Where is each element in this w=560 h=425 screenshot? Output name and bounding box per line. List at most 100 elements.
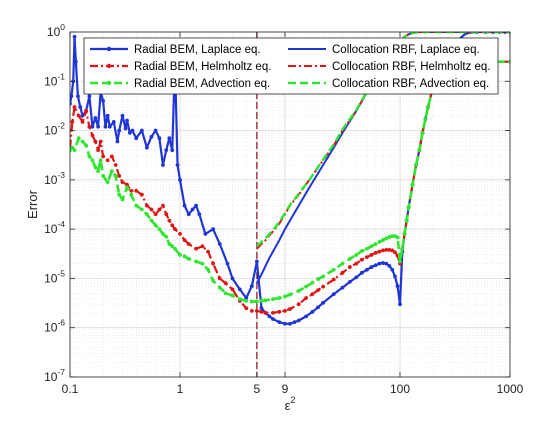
data-point xyxy=(237,297,242,302)
data-point xyxy=(93,139,98,144)
data-point xyxy=(347,256,352,261)
data-point xyxy=(244,298,249,303)
data-point xyxy=(271,317,275,321)
data-point xyxy=(420,130,425,135)
data-point xyxy=(340,285,345,290)
axes: 0.1 1 5 9 100 1000 10-7 10-6 10-5 10-4 10-3 10-2 10-… xyxy=(25,22,524,413)
data-point xyxy=(93,116,98,120)
data-point xyxy=(134,203,139,208)
y-tick-label: 10-2 xyxy=(44,121,65,138)
data-point xyxy=(237,287,242,292)
data-point xyxy=(426,105,430,109)
data-point xyxy=(167,136,172,141)
data-point xyxy=(359,270,364,275)
data-point xyxy=(340,270,345,275)
series-line xyxy=(70,60,510,303)
data-point xyxy=(387,263,392,268)
data-point xyxy=(186,256,191,261)
data-point xyxy=(96,148,100,153)
data-point xyxy=(249,284,254,288)
data-point xyxy=(153,212,158,217)
legend-label: Collocation RBF, Laplace eq. xyxy=(332,44,480,56)
data-point xyxy=(225,261,230,266)
data-point xyxy=(120,197,125,202)
data-point xyxy=(288,307,292,311)
data-point xyxy=(113,174,118,178)
data-point xyxy=(288,292,292,297)
data-point xyxy=(223,281,228,286)
data-point xyxy=(288,321,292,326)
y-tick-label: 10-4 xyxy=(44,219,65,236)
data-point xyxy=(402,232,407,236)
series-line xyxy=(70,60,510,314)
data-point xyxy=(123,126,128,131)
data-point xyxy=(72,105,77,109)
data-point xyxy=(70,145,75,150)
data-point xyxy=(377,240,382,244)
data-point xyxy=(167,218,172,223)
data-point xyxy=(259,309,264,314)
data-point xyxy=(254,259,259,264)
data-point xyxy=(384,247,389,252)
plot-frame xyxy=(69,31,511,378)
data-point xyxy=(373,263,378,268)
data-point xyxy=(387,235,392,239)
legend-label: Radial BEM, Laplace eq. xyxy=(134,44,261,56)
data-point xyxy=(98,158,103,163)
legend-entry: Collocation RBF, Laplace eq. xyxy=(288,44,480,56)
data-point xyxy=(129,188,134,193)
data-point xyxy=(304,296,308,300)
data-point xyxy=(139,192,144,197)
data-point xyxy=(76,94,80,99)
data-point xyxy=(107,124,112,129)
data-point xyxy=(167,242,172,246)
legend-entry: Radial BEM, Laplace eq. xyxy=(90,44,261,56)
data-point xyxy=(70,119,75,124)
legend-label: Radial BEM, Helmholtz eq. xyxy=(134,61,271,73)
data-point xyxy=(390,267,395,272)
data-point xyxy=(254,308,259,313)
legend-entry: Collocation RBF, Advection eq. xyxy=(288,78,489,90)
data-point xyxy=(254,299,259,304)
data-point xyxy=(377,261,382,266)
data-point xyxy=(149,207,154,212)
data-point xyxy=(144,145,149,150)
data-point xyxy=(395,235,400,240)
data-point xyxy=(230,276,235,281)
data-point xyxy=(381,238,385,242)
data-point xyxy=(223,291,228,296)
data-point xyxy=(331,277,336,282)
series-line xyxy=(256,32,510,248)
data-point xyxy=(271,297,275,302)
data-point xyxy=(170,148,175,153)
data-point xyxy=(101,174,106,178)
data-point xyxy=(105,180,110,185)
data-point xyxy=(76,136,81,141)
data-point xyxy=(157,227,162,232)
data-point xyxy=(149,218,154,223)
data-point xyxy=(173,227,177,232)
data-point xyxy=(369,253,374,257)
data-point xyxy=(164,212,169,217)
data-point xyxy=(423,117,428,122)
data-point xyxy=(109,169,114,174)
data-point xyxy=(161,232,165,236)
data-point xyxy=(78,105,83,109)
data-point xyxy=(377,249,382,254)
data-point xyxy=(400,246,405,251)
data-point xyxy=(310,280,315,285)
data-point xyxy=(139,128,144,133)
data-point xyxy=(190,207,195,212)
data-point xyxy=(117,174,122,178)
legend-marker xyxy=(106,46,112,52)
data-point xyxy=(170,223,175,228)
data-point xyxy=(173,246,177,251)
data-point xyxy=(384,261,389,266)
data-point xyxy=(259,306,264,311)
data-point xyxy=(414,163,418,167)
data-point xyxy=(80,139,85,144)
data-point xyxy=(390,234,395,239)
data-point xyxy=(310,309,315,314)
